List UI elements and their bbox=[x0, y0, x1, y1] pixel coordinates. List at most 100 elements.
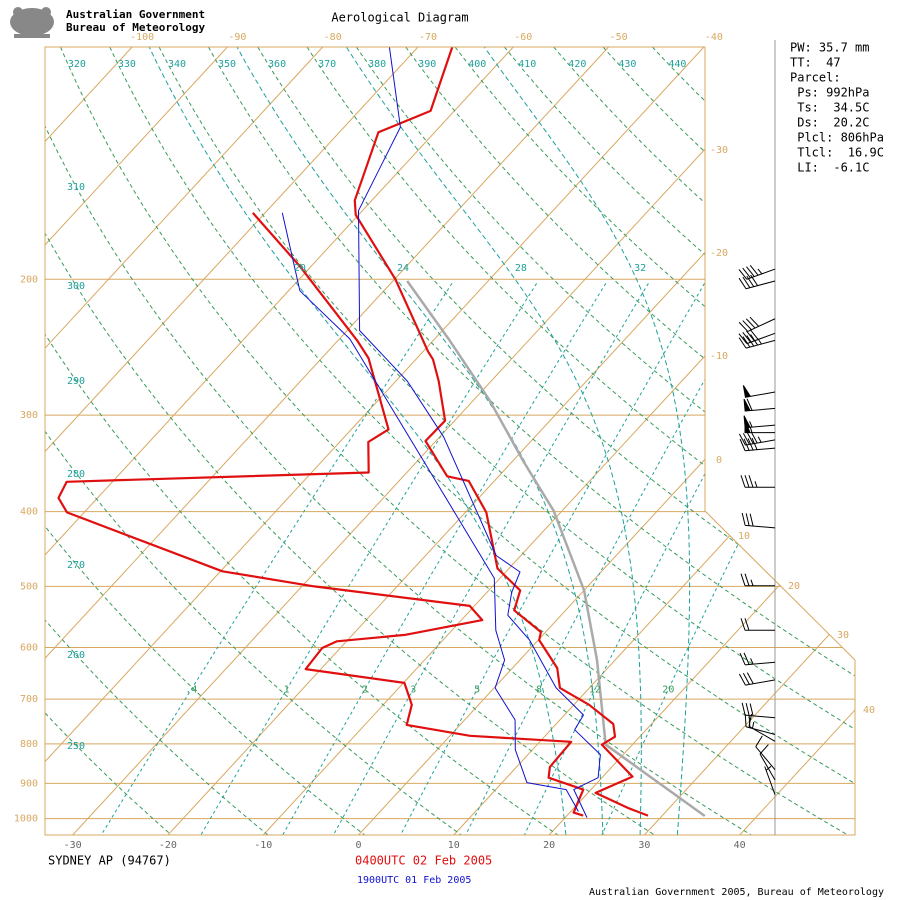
legend-entry: 1900UTC 01 Feb 2005 bbox=[357, 875, 471, 886]
mixing-ratio-line bbox=[333, 283, 649, 835]
mixing-ratio-label: 8 bbox=[536, 684, 542, 695]
mixing-ratio-line bbox=[200, 283, 538, 835]
top-tick-label: -100 bbox=[130, 32, 154, 43]
theta-label: 430 bbox=[618, 59, 636, 70]
wind-barb bbox=[740, 618, 775, 631]
isotherm bbox=[45, 47, 419, 835]
mixing-ratio-label: .4 bbox=[185, 684, 197, 695]
isotherm bbox=[72, 47, 800, 835]
moist-label: 32 bbox=[634, 263, 646, 274]
wind-barb bbox=[759, 744, 776, 781]
wind-barb bbox=[743, 398, 776, 412]
wind-barb bbox=[738, 334, 776, 349]
x-tick-label: 10 bbox=[448, 840, 460, 851]
dry-adiabat bbox=[306, 47, 855, 835]
wind-barb bbox=[739, 652, 776, 666]
x-tick-label: -30 bbox=[64, 840, 82, 851]
dry-adiabat bbox=[60, 47, 849, 835]
theta-label: 290 bbox=[67, 376, 85, 387]
wind-barb bbox=[744, 420, 775, 434]
y-tick-label: 800 bbox=[20, 739, 38, 750]
right-tick-label: 20 bbox=[788, 581, 800, 592]
dry-adiabat bbox=[45, 47, 462, 835]
moist-label: 28 bbox=[515, 263, 527, 274]
wind-barb bbox=[738, 672, 776, 686]
dry-adiabat bbox=[504, 47, 855, 835]
wind-barb bbox=[740, 573, 775, 587]
dry-adiabat bbox=[257, 47, 855, 835]
theta-label: 310 bbox=[67, 182, 85, 193]
info-line: Ds: 20.2C bbox=[790, 116, 869, 130]
chart-title: Aerological Diagram bbox=[331, 11, 468, 25]
moist-label: 24 bbox=[397, 263, 409, 274]
y-tick-label: 500 bbox=[20, 581, 38, 592]
info-line: LI: -6.1C bbox=[790, 161, 869, 175]
dry-adiabat bbox=[158, 47, 855, 835]
wind-barb bbox=[748, 713, 776, 742]
info-line: Parcel: bbox=[790, 71, 841, 85]
theta-label: 380 bbox=[368, 59, 386, 70]
top-tick-label: -40 bbox=[705, 32, 723, 43]
theta-label: 300 bbox=[67, 281, 85, 292]
theta-label: 360 bbox=[268, 59, 286, 70]
wind-barb bbox=[764, 765, 776, 795]
wind-barb bbox=[739, 437, 776, 452]
theta-label: 370 bbox=[318, 59, 336, 70]
legend-entry: 0400UTC 02 Feb 2005 bbox=[355, 854, 492, 868]
top-tick-label: -80 bbox=[324, 32, 342, 43]
info-line: TT: 47 bbox=[790, 56, 841, 70]
y-tick-label: 300 bbox=[20, 410, 38, 421]
right-tick-label: -30 bbox=[710, 145, 728, 156]
dry-adiabat bbox=[45, 47, 752, 835]
isotherm bbox=[45, 47, 705, 835]
x-tick-label: 20 bbox=[543, 840, 555, 851]
dry-adiabat bbox=[45, 47, 366, 835]
theta-label: 250 bbox=[67, 741, 85, 752]
wind-barb bbox=[755, 735, 776, 770]
dry-adiabat bbox=[208, 47, 855, 835]
y-tick-label: 900 bbox=[20, 778, 38, 789]
isotherm bbox=[548, 47, 855, 835]
right-tick-label: 40 bbox=[863, 705, 875, 716]
right-tick-label: -20 bbox=[710, 248, 728, 259]
wind-barb bbox=[742, 385, 776, 398]
temperature-line bbox=[358, 47, 601, 818]
theta-label: 350 bbox=[218, 59, 236, 70]
mixing-ratio-label: 20 bbox=[662, 684, 674, 695]
mixing-ratio-label: 3 bbox=[410, 684, 416, 695]
mixing-ratio-label: 5 bbox=[474, 684, 480, 695]
right-tick-label: 10 bbox=[738, 531, 750, 542]
moist-label: 20 bbox=[294, 263, 306, 274]
logo bbox=[10, 7, 54, 38]
mixing-ratio-line bbox=[400, 283, 705, 835]
wind-barb bbox=[738, 265, 776, 280]
mixing-ratio-line bbox=[465, 283, 760, 835]
theta-label: 270 bbox=[67, 560, 85, 571]
theta-label: 340 bbox=[168, 59, 186, 70]
x-tick-label: -10 bbox=[254, 840, 272, 851]
theta-label: 260 bbox=[67, 650, 85, 661]
info-line: Tlcl: 16.9C bbox=[790, 146, 884, 160]
theta-label: 420 bbox=[568, 59, 586, 70]
dry-adiabat bbox=[45, 47, 559, 835]
isotherm bbox=[45, 47, 133, 835]
wind-barb bbox=[738, 329, 776, 345]
y-tick-label: 400 bbox=[20, 507, 38, 518]
mixing-ratio-label: 2 bbox=[362, 684, 368, 695]
wind-barb bbox=[740, 475, 775, 488]
dry-adiabat bbox=[109, 47, 855, 835]
isotherm bbox=[45, 47, 514, 835]
mixing-ratio-label: 12 bbox=[589, 684, 601, 695]
moist-adiabat bbox=[148, 47, 567, 835]
x-tick-label: -20 bbox=[159, 840, 177, 851]
isotherm bbox=[167, 47, 855, 835]
theta-label: 280 bbox=[67, 469, 85, 480]
x-tick-label: 40 bbox=[734, 840, 746, 851]
top-tick-label: -70 bbox=[419, 32, 437, 43]
wind-barb bbox=[738, 431, 776, 446]
moist-adiabat bbox=[345, 47, 642, 835]
mixing-ratio-label: 1 bbox=[284, 684, 290, 695]
isotherm bbox=[262, 47, 855, 835]
